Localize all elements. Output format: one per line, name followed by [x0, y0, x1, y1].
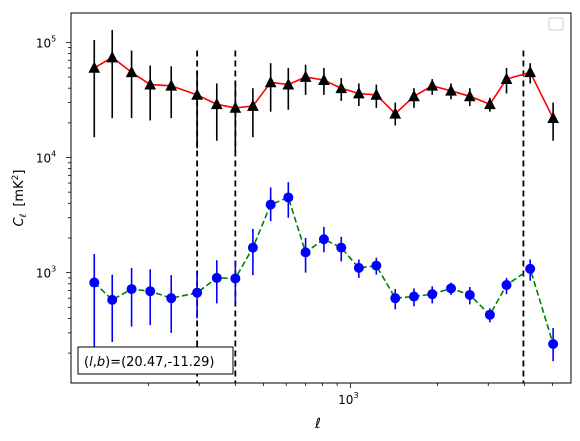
data-point — [318, 73, 330, 86]
plot-frame — [70, 12, 572, 384]
data-point — [165, 79, 178, 91]
y-axis-label-main: C — [12, 216, 27, 226]
data-point — [264, 75, 277, 88]
series-layer — [88, 30, 559, 362]
y-axis-label: Cℓ [mK2] — [11, 170, 29, 227]
data-point — [166, 293, 177, 304]
data-point — [299, 70, 312, 82]
data-point — [352, 86, 365, 99]
y-tick-label: 104 — [36, 150, 56, 166]
series-2 — [89, 182, 559, 362]
data-point — [464, 289, 475, 300]
data-point — [283, 192, 294, 203]
y-axis-ticks: 103 104 105 — [36, 34, 71, 354]
data-point — [426, 79, 439, 91]
data-point — [144, 78, 157, 90]
data-point — [463, 89, 476, 102]
data-point — [427, 289, 438, 300]
data-point — [408, 291, 419, 302]
data-point — [106, 50, 119, 63]
data-point — [501, 280, 512, 291]
data-point — [191, 88, 203, 100]
plot-area — [71, 13, 571, 383]
data-point — [484, 97, 496, 110]
data-point — [126, 284, 137, 295]
data-point — [353, 262, 364, 273]
legend-box — [548, 17, 564, 31]
data-point — [336, 242, 347, 253]
data-point — [318, 234, 329, 245]
annotation-box: (l,b)=(20.47,-11.29) — [77, 346, 234, 375]
data-point — [548, 338, 559, 349]
data-point — [247, 242, 258, 253]
y-axis-label-unit-sup: 2 — [11, 175, 21, 181]
data-point — [445, 84, 457, 96]
x-tick-label: 103 — [338, 391, 358, 407]
data-point — [265, 199, 276, 210]
data-point — [525, 263, 536, 274]
y-axis-label-unit-close: ] — [12, 170, 27, 175]
annotation-text: (l,b)=(20.47,-11.29) — [84, 355, 214, 370]
y-tick-label: 103 — [36, 265, 56, 281]
data-point — [282, 78, 295, 90]
data-point — [210, 97, 223, 110]
data-point — [192, 287, 203, 298]
y-tick-label: 105 — [36, 34, 56, 50]
series-1 — [88, 30, 559, 153]
x-axis-label: ℓ — [314, 416, 321, 432]
y-axis-label-unit: [mK — [12, 180, 27, 207]
x-axis-ticks: 103 — [147, 383, 553, 407]
data-point — [370, 88, 383, 100]
data-point — [247, 99, 259, 111]
data-point — [390, 293, 401, 304]
data-point — [125, 65, 138, 78]
data-point — [145, 286, 156, 297]
data-point — [211, 272, 222, 283]
data-point — [88, 61, 101, 73]
data-point — [389, 107, 402, 119]
data-point — [107, 294, 118, 305]
data-point — [408, 89, 420, 102]
data-point — [446, 283, 457, 294]
annotation-frame — [77, 346, 234, 375]
data-point — [300, 247, 311, 258]
y-axis-label-sub: ℓ — [19, 214, 29, 219]
data-point — [500, 72, 513, 84]
data-point — [89, 277, 100, 288]
data-point — [335, 81, 348, 94]
data-point — [371, 260, 382, 271]
data-point — [484, 309, 495, 320]
data-point — [547, 111, 559, 123]
data-point — [229, 101, 242, 113]
data-point — [230, 273, 241, 284]
data-point — [524, 65, 537, 78]
